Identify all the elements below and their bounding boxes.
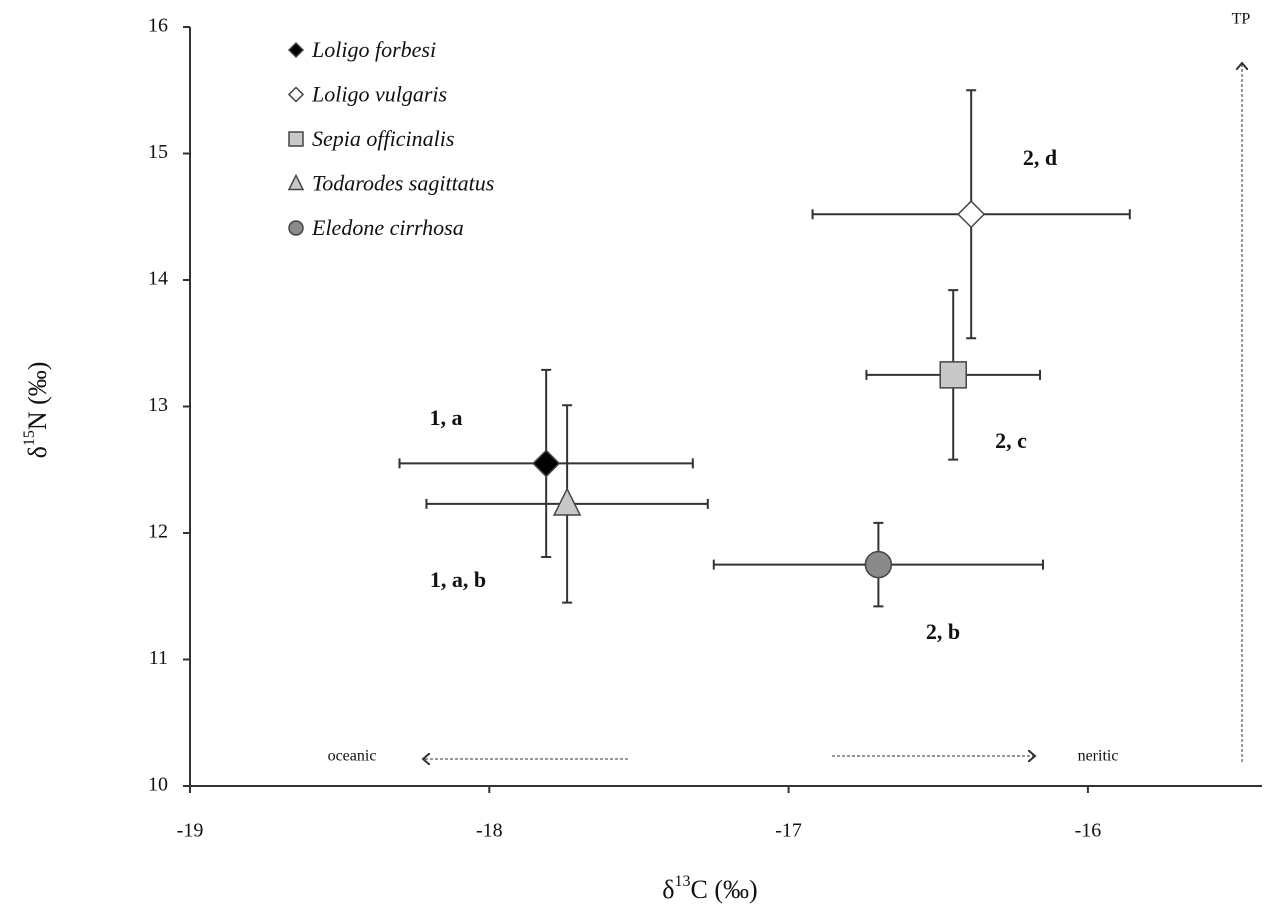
y-tick-label: 10 (148, 774, 168, 796)
y-tick-label: 14 (148, 268, 168, 290)
legend-marker (288, 131, 304, 147)
annotation: 1, a (430, 405, 463, 430)
point (532, 449, 561, 478)
point (939, 361, 967, 389)
legend-marker (287, 41, 305, 59)
legend-marker (288, 220, 304, 236)
legend-label: Loligo vulgaris (311, 82, 447, 107)
x-tick-label: -17 (775, 820, 802, 842)
legend-label: Sepia officinalis (312, 126, 454, 151)
x-tick-label: -16 (1075, 820, 1102, 842)
annotation: 2, c (995, 428, 1027, 453)
annotation: 2, d (1023, 145, 1057, 170)
legend-marker (287, 86, 305, 103)
point (957, 200, 986, 229)
y-tick-label: 13 (148, 394, 168, 416)
legend-marker (287, 173, 305, 191)
y-tick-label: 12 (148, 521, 168, 543)
annotation: 1, a, b (430, 567, 486, 592)
point (864, 550, 893, 579)
y-tick-label: 11 (149, 647, 168, 669)
point (552, 487, 582, 516)
x-axis-label: δ13C (‰) (662, 873, 757, 904)
legend-label: Todarodes sagittatus (312, 171, 494, 196)
neritic-label: neritic (1078, 748, 1119, 765)
legend-label: Loligo forbesi (311, 37, 436, 62)
y-tick-label: 16 (148, 15, 168, 37)
tp-label: TP (1232, 11, 1251, 28)
oceanic-label: oceanic (328, 748, 377, 765)
y-axis-label: δ15N (‰) (21, 362, 52, 459)
annotation: 2, b (926, 619, 960, 644)
x-tick-label: -19 (177, 820, 204, 842)
legend-label: Eledone cirrhosa (311, 215, 464, 240)
y-tick-label: 15 (148, 141, 168, 163)
x-tick-label: -18 (476, 820, 503, 842)
